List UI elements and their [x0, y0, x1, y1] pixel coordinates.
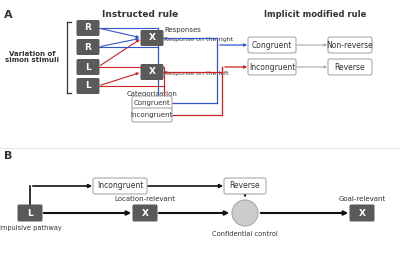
Text: Congruent: Congruent — [134, 100, 170, 106]
FancyBboxPatch shape — [132, 205, 158, 222]
Text: Response on the right: Response on the right — [164, 36, 233, 42]
FancyBboxPatch shape — [18, 205, 42, 222]
Text: B: B — [4, 151, 12, 161]
Text: Incongruent: Incongruent — [97, 181, 143, 191]
Text: Congruent: Congruent — [252, 41, 292, 49]
FancyBboxPatch shape — [328, 59, 372, 75]
FancyBboxPatch shape — [76, 78, 100, 94]
Text: R: R — [84, 42, 92, 51]
Text: Instructed rule: Instructed rule — [102, 10, 178, 19]
Text: Implicit modified rule: Implicit modified rule — [264, 10, 366, 19]
Text: L: L — [85, 62, 91, 72]
Text: X: X — [148, 68, 156, 76]
FancyBboxPatch shape — [328, 37, 372, 53]
Text: Variation of
simon stimuli: Variation of simon stimuli — [5, 50, 59, 63]
Text: L: L — [27, 209, 33, 218]
FancyBboxPatch shape — [76, 20, 100, 36]
Text: Non-reverse: Non-reverse — [327, 41, 373, 49]
Text: X: X — [142, 209, 148, 218]
FancyBboxPatch shape — [76, 59, 100, 75]
Text: Confidential control: Confidential control — [212, 231, 278, 237]
Text: Incongruent: Incongruent — [249, 62, 295, 72]
Text: Responses: Responses — [164, 27, 201, 33]
Circle shape — [232, 200, 258, 226]
FancyBboxPatch shape — [350, 205, 374, 222]
FancyBboxPatch shape — [224, 178, 266, 194]
FancyBboxPatch shape — [93, 178, 147, 194]
FancyBboxPatch shape — [132, 108, 172, 122]
FancyBboxPatch shape — [132, 96, 172, 110]
Text: Impulsive pathway: Impulsive pathway — [0, 225, 61, 231]
Text: Response on the left: Response on the left — [164, 70, 228, 75]
Text: Goal-relevant: Goal-relevant — [338, 196, 386, 202]
Text: A: A — [4, 10, 13, 20]
Text: Location-relevant: Location-relevant — [114, 196, 176, 202]
Text: Reverse: Reverse — [230, 181, 260, 191]
Text: Categorization: Categorization — [126, 91, 178, 97]
Text: R: R — [84, 23, 92, 32]
Text: X: X — [148, 34, 156, 42]
Text: Incongruent: Incongruent — [131, 112, 173, 118]
FancyBboxPatch shape — [248, 37, 296, 53]
Text: X: X — [358, 209, 366, 218]
FancyBboxPatch shape — [248, 59, 296, 75]
FancyBboxPatch shape — [76, 39, 100, 55]
Text: Reverse: Reverse — [335, 62, 365, 72]
FancyBboxPatch shape — [140, 30, 164, 46]
Text: L: L — [85, 81, 91, 90]
FancyBboxPatch shape — [140, 64, 164, 80]
